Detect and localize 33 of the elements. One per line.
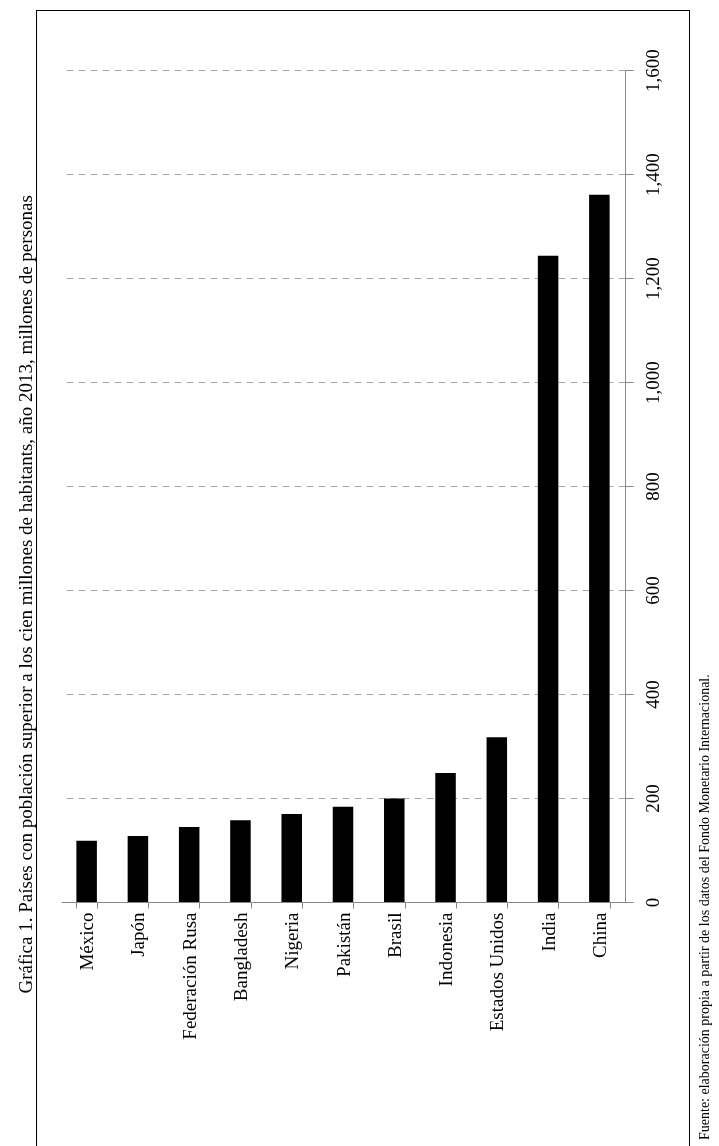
x-tick-label: Estados Unidos [486,912,508,1032]
y-tick-label: 600 [641,576,663,605]
x-tick-label: Indonesia [435,911,457,987]
x-tick-label: Federación Rusa [178,911,200,1040]
y-tick-label: 0 [641,897,663,908]
x-tick-label: Nigeria [281,911,303,970]
bar [127,835,149,902]
bar [435,773,456,902]
y-tick-label: 800 [641,472,663,501]
y-tick-label: 1,400 [641,153,663,196]
y-tick-label: 200 [641,784,663,813]
y-tick-label: 1,600 [641,49,663,92]
bar [76,840,97,902]
text: Gráfica 1. Países con población superior a los cien millones de habitants, año 2013, millones de personas [15,195,36,994]
bar [230,820,251,902]
x-tick-label: Brasil [383,912,405,958]
x-tick-label: Japón [127,912,149,957]
y-tick-label: 1,200 [641,257,663,300]
bar [281,814,302,902]
x-tick-label: Bangladesh [229,912,251,1002]
bar [589,194,610,902]
x-tick-label: China [588,911,610,958]
bar [486,737,508,902]
x-tick-label: México [76,912,98,971]
x-tick-label: India [537,911,559,952]
x-tick-label: Pakistán [332,912,354,977]
bar [537,255,559,902]
source-note: Fuente: elaboración propia a partir de los datos del Fondo Monetario Internacional. [697,674,712,1140]
bar [332,806,354,902]
y-tick-label: 1,000 [641,361,663,404]
bar [384,798,405,902]
y-tick-label: 400 [641,680,663,709]
bar [178,827,200,902]
